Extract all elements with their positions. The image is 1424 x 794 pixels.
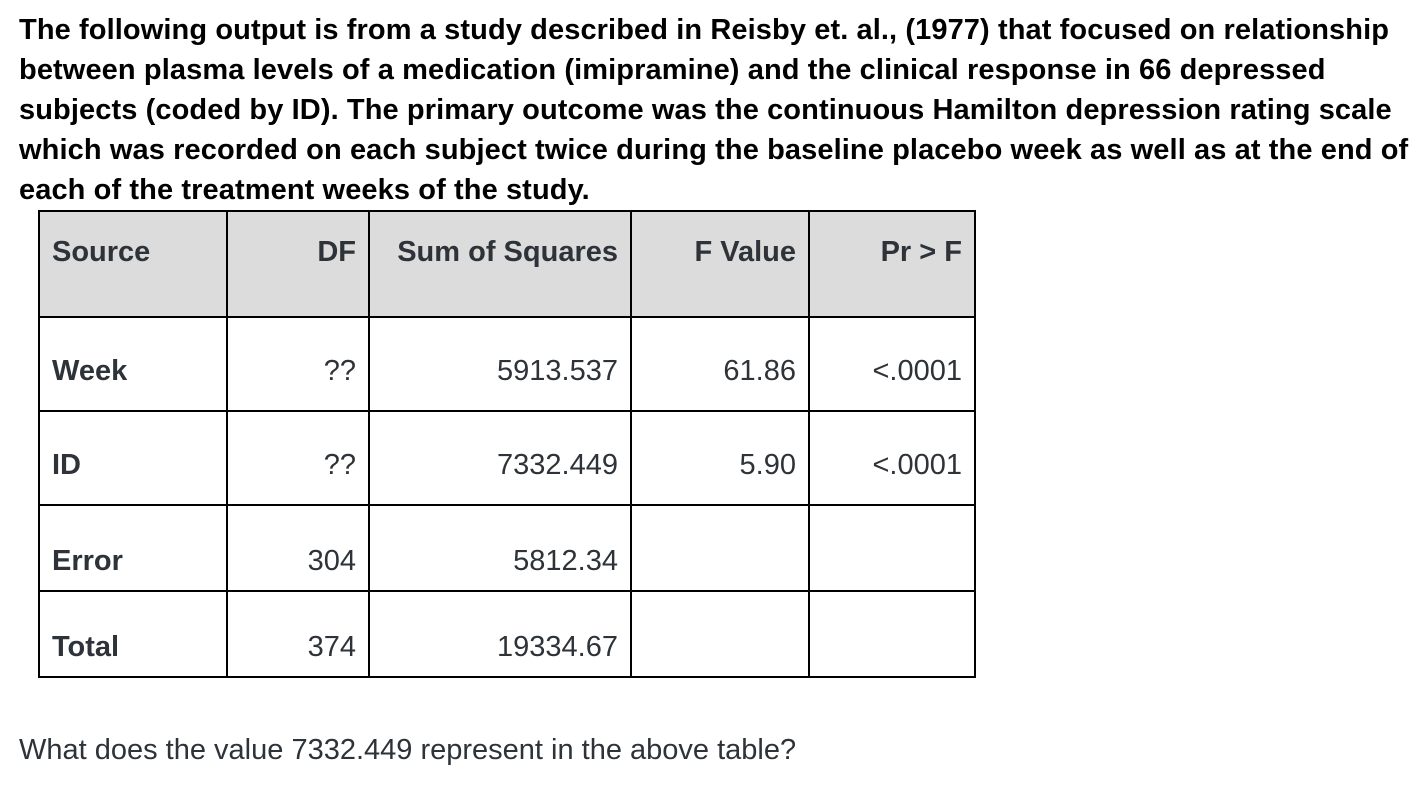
question-text: What does the value 7332.449 represent i… — [19, 734, 797, 766]
cell-f-value: 5.90 — [630, 410, 810, 506]
table-header-row: Source DF Sum of Squares F Value Pr > F — [38, 210, 976, 318]
header-sum-of-squares-label: Sum of Squares — [397, 236, 618, 268]
cell-df: ?? — [226, 316, 370, 412]
cell-df: 374 — [226, 590, 370, 678]
cell-df: ?? — [226, 410, 370, 506]
cell-source: ID — [38, 410, 228, 506]
header-df: DF — [226, 210, 370, 318]
cell-f-value: 61.86 — [630, 316, 810, 412]
cell-p-value — [808, 590, 976, 678]
table-row-id: ID ?? 7332.449 5.90 <.0001 — [38, 410, 976, 506]
intro-paragraph: The following output is from a study des… — [19, 14, 1409, 206]
cell-p-value — [808, 504, 976, 592]
cell-sum-of-squares: 5812.34 — [368, 504, 632, 592]
cell-sum-of-squares: 5913.537 — [368, 316, 632, 412]
header-f-value: F Value — [630, 210, 810, 318]
table-row-error: Error 304 5812.34 — [38, 504, 976, 592]
anova-table: Source DF Sum of Squares F Value Pr > F … — [38, 210, 976, 678]
cell-source: Total — [38, 590, 228, 678]
cell-source: Week — [38, 316, 228, 412]
cell-p-value: <.0001 — [808, 410, 976, 506]
cell-sum-of-squares: 7332.449 — [368, 410, 632, 506]
cell-source: Error — [38, 504, 228, 592]
header-sum-of-squares: Sum of Squares — [368, 210, 632, 318]
table-row-total: Total 374 19334.67 — [38, 590, 976, 678]
cell-sum-of-squares: 19334.67 — [368, 590, 632, 678]
header-p-value: Pr > F — [808, 210, 976, 318]
cell-f-value — [630, 504, 810, 592]
cell-f-value — [630, 590, 810, 678]
header-source: Source — [38, 210, 228, 318]
table-row-week: Week ?? 5913.537 61.86 <.0001 — [38, 316, 976, 412]
cell-df: 304 — [226, 504, 370, 592]
cell-p-value: <.0001 — [808, 316, 976, 412]
